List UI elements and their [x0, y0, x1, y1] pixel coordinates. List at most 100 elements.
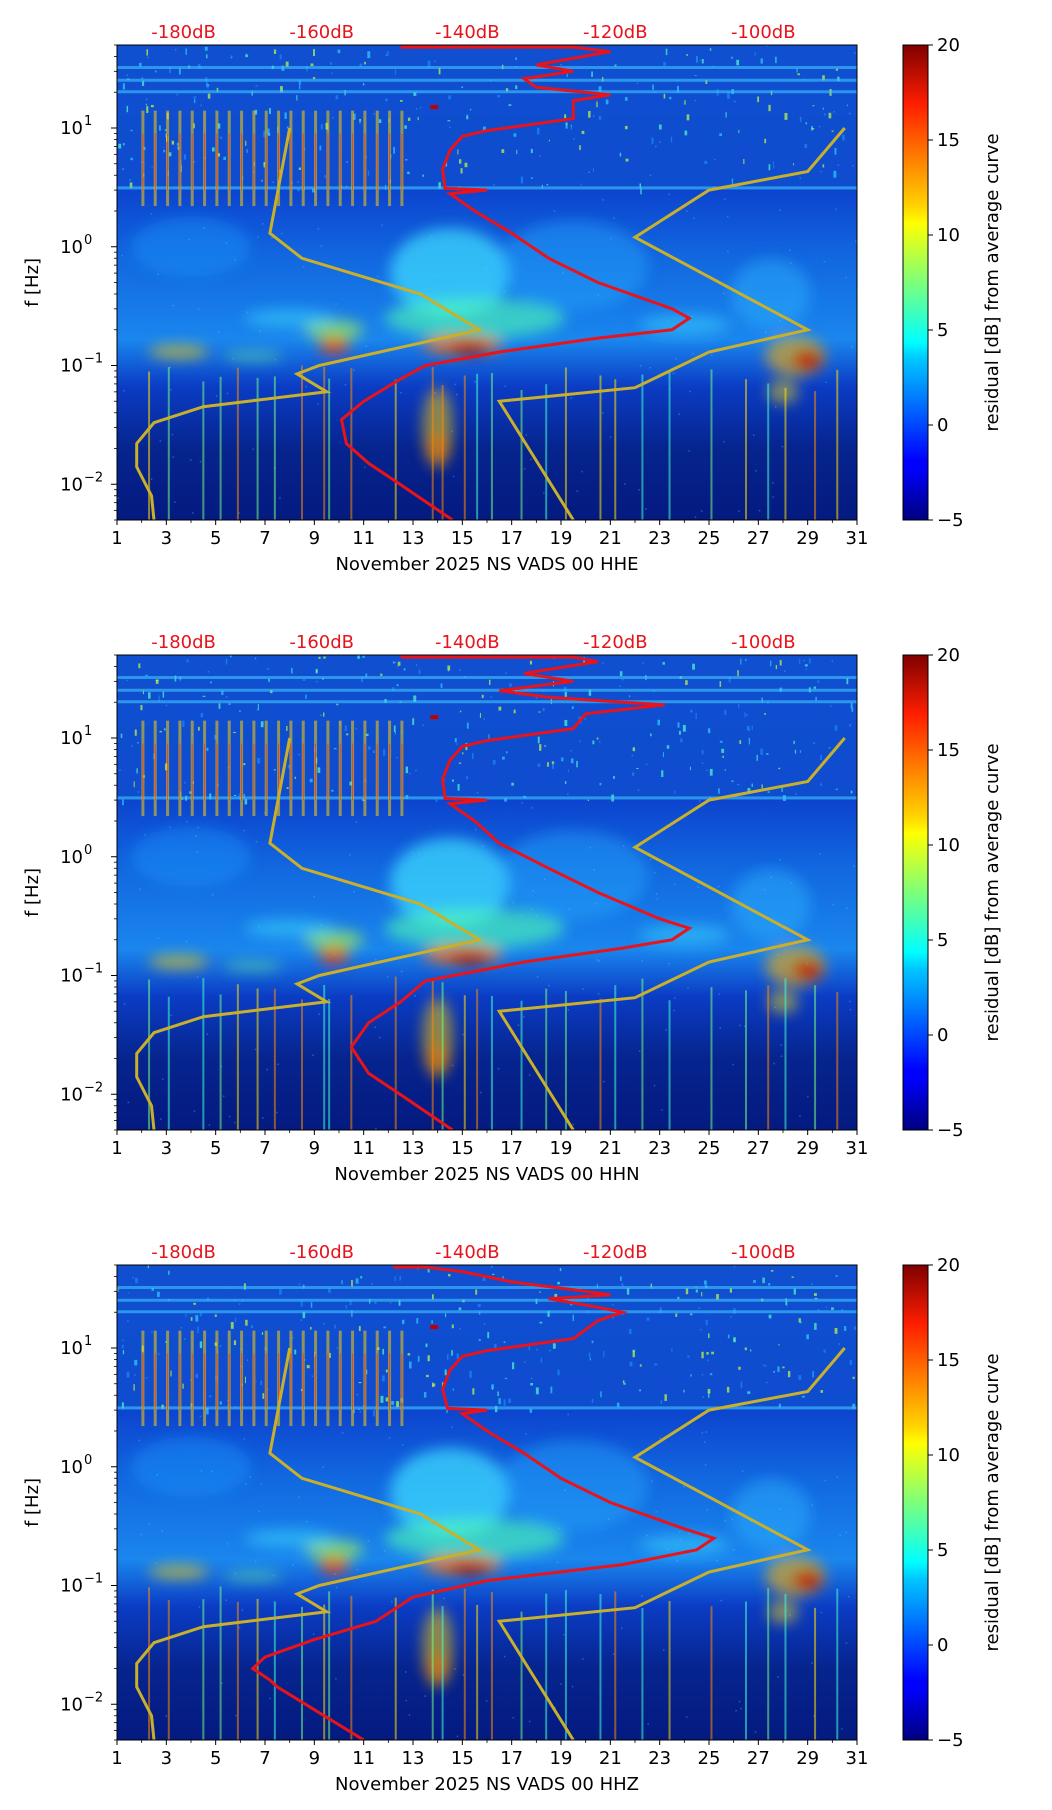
x-tick-label: 29 [796, 1138, 819, 1159]
colorbar [902, 44, 929, 521]
noise-model-high-curve [496, 1347, 846, 1740]
y-tick-label: 10 [60, 1084, 83, 1105]
top-db-label: -160dB [289, 632, 354, 653]
x-tick-label: 23 [648, 528, 671, 549]
colorbar-tick-label: 10 [937, 835, 960, 856]
colorbar-label: residual [dB] from average curve [982, 133, 1003, 431]
y-tick-label: 10 [60, 1457, 83, 1478]
x-tick-label: 27 [747, 1748, 770, 1769]
x-tick-label: 19 [550, 1748, 573, 1769]
spectrogram-image [117, 655, 857, 1130]
x-tick-label: 25 [698, 528, 721, 549]
x-tick-label: 15 [451, 1748, 474, 1769]
x-tick-label: 21 [599, 1138, 622, 1159]
y-tick-label: 10 [60, 728, 83, 749]
x-tick-label: 17 [500, 1138, 523, 1159]
top-db-label: -120dB [583, 1242, 648, 1263]
spectrogram-image [117, 45, 857, 520]
x-tick-label: 13 [402, 528, 425, 549]
x-tick-label: 3 [161, 1748, 172, 1769]
x-tick-label: 31 [846, 1748, 869, 1769]
x-tick-label: 11 [352, 1138, 375, 1159]
x-tick-label: 11 [352, 528, 375, 549]
median-psd-curve [250, 1265, 718, 1740]
colorbar-tick-label: 5 [937, 930, 948, 951]
y-tick-label: 10 [60, 1338, 83, 1359]
colorbar-tick-label: −5 [937, 510, 964, 531]
noise-model-high-curve [496, 127, 846, 520]
colorbar-tick-label: 0 [937, 415, 948, 436]
y-tick-label: 10 [60, 474, 83, 495]
colorbar [902, 1264, 929, 1741]
x-tick-label: 19 [550, 1138, 573, 1159]
median-psd-curve [339, 45, 693, 520]
y-tick-label: 10 [60, 847, 83, 868]
top-db-label: -100dB [731, 1242, 796, 1263]
colorbar [902, 654, 929, 1131]
top-db-label: -140dB [435, 632, 500, 653]
x-tick-label: 1 [111, 1138, 122, 1159]
x-axis-label: November 2025 NS VADS 00 HHE [335, 554, 638, 575]
top-db-label: -160dB [289, 1242, 354, 1263]
x-tick-label: 25 [698, 1748, 721, 1769]
y-tick-exponent: −1 [84, 1572, 103, 1587]
x-tick-label: 23 [648, 1138, 671, 1159]
x-tick-label: 7 [259, 528, 270, 549]
colorbar-tick-label: 20 [937, 35, 960, 56]
top-db-label: -140dB [435, 22, 500, 43]
median-psd-curve [349, 655, 693, 1130]
x-tick-label: 17 [500, 528, 523, 549]
x-tick-label: 3 [161, 528, 172, 549]
colorbar-tick-label: 15 [937, 1350, 960, 1371]
x-tick-label: 27 [747, 528, 770, 549]
x-tick-label: 29 [796, 1748, 819, 1769]
top-db-label: -180dB [151, 632, 216, 653]
y-tick-label: 10 [60, 118, 83, 139]
y-tick-label: 10 [60, 237, 83, 258]
x-tick-label: 9 [309, 528, 320, 549]
y-tick-exponent: −2 [84, 470, 103, 485]
y-tick-exponent: 0 [84, 233, 92, 248]
x-tick-label: 5 [210, 528, 221, 549]
y-tick-exponent: 1 [84, 1334, 92, 1349]
x-tick-label: 19 [550, 528, 573, 549]
noise-model-low-curve [135, 737, 484, 1130]
y-tick-exponent: −2 [84, 1080, 103, 1095]
x-tick-label: 21 [599, 1748, 622, 1769]
y-tick-label: 10 [60, 966, 83, 987]
colorbar-tick-label: 15 [937, 130, 960, 151]
y-tick-label: 10 [60, 1694, 83, 1715]
x-tick-label: 9 [309, 1748, 320, 1769]
x-tick-label: 13 [402, 1138, 425, 1159]
x-tick-label: 27 [747, 1138, 770, 1159]
x-tick-label: 15 [451, 1138, 474, 1159]
top-db-label: -160dB [289, 22, 354, 43]
top-db-label: -100dB [731, 632, 796, 653]
top-db-label: -100dB [731, 22, 796, 43]
x-tick-label: 31 [846, 1138, 869, 1159]
x-tick-label: 9 [309, 1138, 320, 1159]
y-tick-label: 10 [60, 356, 83, 377]
x-tick-label: 7 [259, 1748, 270, 1769]
colorbar-tick-label: 20 [937, 1255, 960, 1276]
y-tick-label: 10 [60, 1576, 83, 1597]
x-tick-label: 1 [111, 528, 122, 549]
colorbar-tick-label: 0 [937, 1635, 948, 1656]
colorbar-tick-label: 10 [937, 225, 960, 246]
y-tick-exponent: −1 [84, 962, 103, 977]
x-tick-label: 29 [796, 528, 819, 549]
x-tick-label: 31 [846, 528, 869, 549]
y-tick-exponent: 1 [84, 114, 92, 129]
top-db-label: -180dB [151, 22, 216, 43]
top-db-label: -120dB [583, 22, 648, 43]
colorbar-tick-label: 5 [937, 320, 948, 341]
y-tick-exponent: 0 [84, 843, 92, 858]
colorbar-tick-label: 20 [937, 645, 960, 666]
noise-model-low-curve [135, 1347, 484, 1740]
colorbar-tick-label: 5 [937, 1540, 948, 1561]
